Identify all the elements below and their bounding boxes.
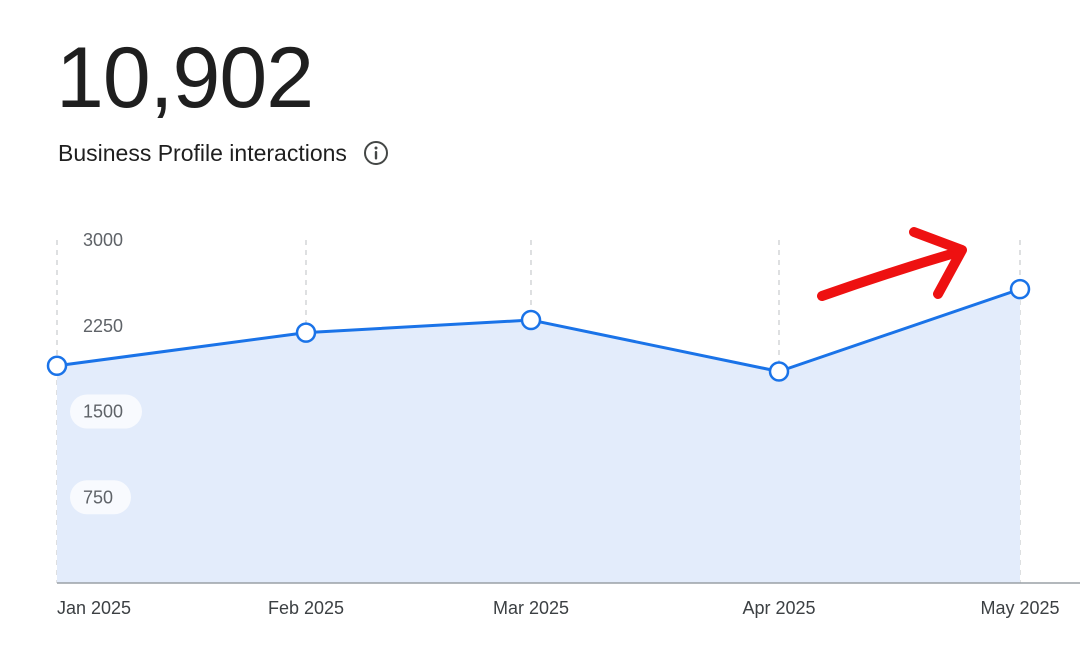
metric-label: Business Profile interactions (58, 140, 347, 166)
xtick-label-1: Jan 2025 (57, 598, 131, 618)
xtick-label-5: May 2025 (980, 598, 1059, 618)
area-fill (57, 289, 1020, 583)
xtick-label-3: Mar 2025 (493, 598, 569, 618)
data-point-1[interactable] (46, 355, 68, 377)
ytick-label: 1500 (83, 402, 123, 422)
data-point-4[interactable] (768, 361, 790, 382)
ytick-label: 750 (83, 487, 113, 507)
ytick-label: 2250 (83, 316, 123, 336)
data-points (46, 278, 1031, 382)
ytick-1500: 1500 (70, 394, 142, 429)
total-interactions-value: 10,902 (56, 30, 314, 126)
data-point-2[interactable] (295, 322, 317, 343)
ytick-pill (70, 394, 142, 429)
data-point-3[interactable] (520, 309, 542, 331)
info-icon[interactable] (363, 140, 389, 166)
ytick-750: 750 (70, 480, 131, 515)
arrow-head (909, 227, 967, 299)
ytick-2250: 2250 (83, 316, 123, 336)
metric-title-row: Business Profile interactions (58, 136, 389, 170)
data-point-5[interactable] (1009, 278, 1031, 300)
ytick-pill (70, 480, 131, 515)
arrow-shaft (817, 247, 963, 301)
y-axis-ticks: 750 1500 2250 3000 (70, 230, 142, 515)
red-arrow-icon (817, 227, 967, 301)
xtick-label-4: Apr 2025 (742, 598, 815, 618)
ytick-3000: 3000 (83, 230, 123, 250)
xtick-label-2: Feb 2025 (268, 598, 344, 618)
ytick-label: 3000 (83, 230, 123, 250)
x-axis-ticks: Jan 2025 Feb 2025 Mar 2025 Apr 2025 May 2025 (57, 598, 1060, 618)
